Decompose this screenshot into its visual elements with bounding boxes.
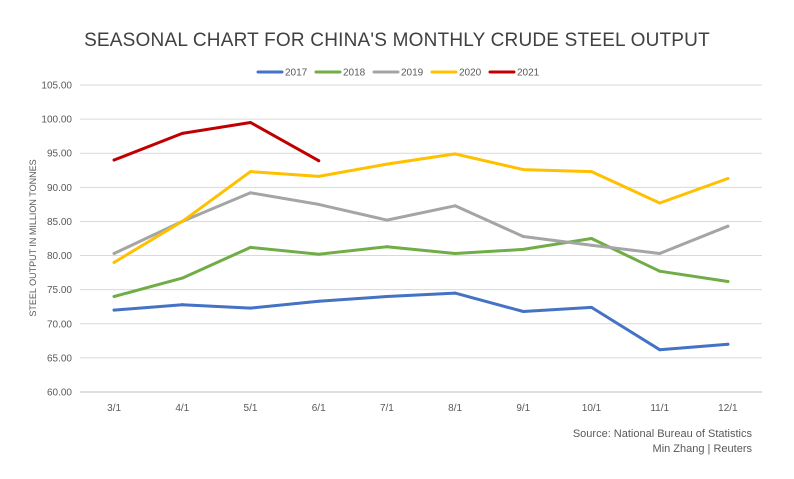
x-tick-label: 5/1 — [244, 403, 258, 414]
data-point-2017 — [521, 309, 525, 313]
data-point-2017 — [385, 294, 389, 298]
y-tick-label: 70.00 — [47, 319, 72, 330]
legend: 2017 2018 2019 2020 2021 — [256, 68, 540, 79]
data-point-2020 — [112, 260, 116, 264]
series-line-2021 — [112, 121, 321, 163]
data-point-2020 — [317, 174, 321, 178]
data-point-2018 — [112, 294, 116, 298]
y-tick-label: 90.00 — [47, 183, 72, 194]
legend-label-2019: 2019 — [401, 68, 424, 79]
data-point-2017 — [112, 308, 116, 312]
y-tick-label: 80.00 — [47, 251, 72, 262]
data-point-2019 — [249, 191, 252, 195]
data-point-2020 — [658, 201, 662, 205]
data-point-2019 — [658, 252, 662, 256]
credit-note: Min Zhang | Reuters — [652, 443, 752, 455]
data-point-2020 — [180, 219, 184, 223]
x-tick-label: 8/1 — [448, 403, 462, 414]
data-point-2019 — [317, 202, 321, 206]
y-tick-label: 85.00 — [47, 217, 72, 228]
data-point-2017 — [726, 342, 730, 346]
source-note: Source: National Bureau of Statistics — [572, 428, 752, 440]
y-axis: 60.00 65.00 70.00 75.00 80.00 85.00 90.00 95.00… — [41, 81, 72, 399]
data-point-2018 — [385, 245, 389, 249]
data-point-2020 — [521, 168, 525, 172]
series-line-2020 — [112, 152, 730, 264]
data-point-2019 — [112, 252, 116, 256]
x-tick-label: 11/1 — [650, 403, 669, 414]
y-axis-title: STEEL OUTPUT IN MILLION TONNES — [28, 159, 38, 316]
data-point-2017 — [453, 291, 457, 295]
x-tick-label: 9/1 — [516, 403, 530, 414]
data-point-2018 — [658, 269, 662, 273]
data-point-2017 — [249, 306, 252, 310]
series-lines — [112, 121, 730, 352]
data-point-2018 — [590, 237, 593, 240]
data-point-2018 — [453, 252, 457, 256]
chart-title: SEASONAL CHART FOR CHINA'S MONTHLY CRUDE… — [84, 30, 710, 51]
data-point-2020 — [385, 162, 389, 166]
y-tick-label: 105.00 — [41, 81, 72, 92]
series-line-2018 — [112, 237, 730, 298]
x-tick-label: 4/1 — [175, 403, 189, 414]
data-point-2018 — [726, 279, 730, 283]
x-tick-label: 10/1 — [582, 403, 602, 414]
x-tick-label: 12/1 — [718, 403, 738, 414]
legend-label-2018: 2018 — [343, 68, 366, 79]
data-point-2019 — [385, 218, 389, 222]
y-tick-label: 100.00 — [41, 115, 72, 126]
x-tick-label: 3/1 — [107, 403, 121, 414]
legend-label-2021: 2021 — [517, 68, 540, 79]
data-point-2017 — [590, 305, 593, 309]
data-point-2019 — [521, 234, 525, 238]
data-point-2018 — [180, 276, 184, 280]
series-line-2017 — [112, 291, 730, 352]
data-point-2021 — [112, 158, 116, 162]
y-tick-label: 75.00 — [47, 285, 72, 296]
legend-label-2017: 2017 — [285, 68, 308, 79]
data-point-2019 — [590, 243, 593, 247]
x-tick-label: 7/1 — [380, 403, 394, 414]
x-tick-label: 6/1 — [312, 403, 326, 414]
data-point-2018 — [317, 252, 321, 256]
data-point-2020 — [590, 170, 593, 174]
data-point-2018 — [249, 245, 252, 249]
data-point-2021 — [249, 121, 252, 125]
data-point-2017 — [180, 303, 184, 307]
data-point-2018 — [521, 247, 525, 251]
x-axis: 3/1 4/1 5/1 6/1 7/1 8/1 9/1 10/1 11/1 12/1 — [107, 403, 738, 414]
y-tick-label: 60.00 — [47, 388, 72, 399]
data-point-2020 — [453, 152, 457, 156]
y-tick-label: 95.00 — [47, 149, 72, 160]
y-tick-label: 65.00 — [47, 353, 72, 364]
series-line-2019 — [112, 191, 730, 255]
gridlines — [80, 84, 762, 393]
data-point-2017 — [317, 299, 321, 303]
data-point-2020 — [249, 170, 252, 174]
data-point-2019 — [453, 204, 457, 208]
data-point-2019 — [726, 224, 730, 228]
data-point-2021 — [180, 131, 184, 135]
data-point-2021 — [317, 159, 321, 163]
data-point-2020 — [726, 176, 730, 180]
data-point-2017 — [658, 348, 662, 352]
legend-label-2020: 2020 — [459, 68, 482, 79]
